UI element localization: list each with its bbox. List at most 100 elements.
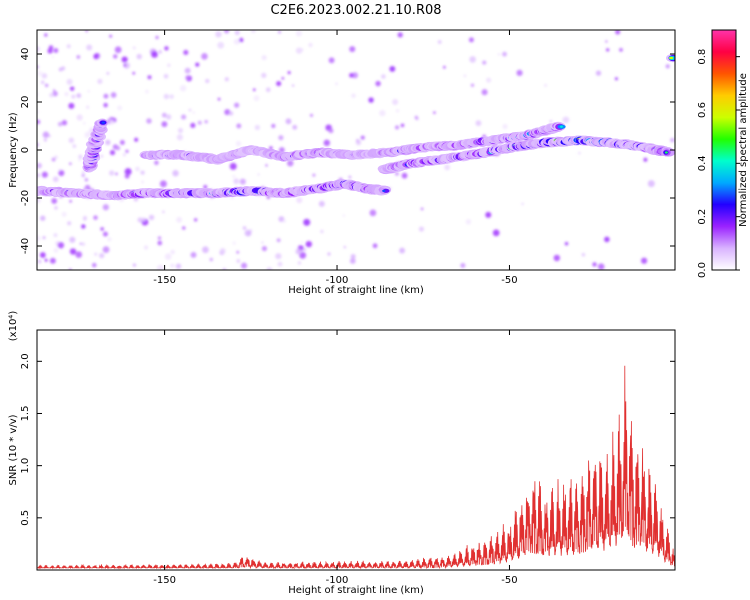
- heatmap-cell: [53, 89, 56, 92]
- heatmap-cell: [76, 93, 82, 98]
- heatmap-cell: [109, 34, 113, 38]
- heatmap-cell: [482, 60, 487, 65]
- heatmap-cell: [37, 119, 41, 125]
- heatmap-cell: [51, 157, 56, 162]
- heatmap-cell: [595, 70, 602, 76]
- spectrogram-x-label: Height of straight line (km): [288, 285, 424, 296]
- heatmap-cell: [58, 168, 61, 171]
- heatmap-cell: [49, 92, 54, 98]
- snr-panel: -150 -100 -50 0.5 1.0 1.5 2.0 Height of straig…: [8, 311, 676, 596]
- heatmap-cell: [647, 180, 655, 188]
- heatmap-cell: [42, 131, 50, 138]
- heatmap-ridges: [37, 53, 675, 201]
- heatmap-cell: [146, 118, 152, 124]
- heatmap-cell: [154, 160, 159, 166]
- y-tick-label: 0: [20, 147, 31, 153]
- heatmap-cell: [163, 73, 169, 79]
- heatmap-cell: [94, 252, 98, 256]
- heatmap-cell: [192, 111, 195, 114]
- heatmap-cell: [581, 253, 586, 257]
- heatmap-cell: [181, 226, 186, 230]
- x-tick-label: -100: [326, 575, 349, 586]
- heatmap-cell: [87, 90, 90, 93]
- heatmap-cell: [215, 31, 222, 38]
- heatmap-cell: [163, 93, 170, 100]
- heatmap-cell: [516, 69, 523, 76]
- heatmap-cell: [502, 51, 507, 57]
- y-tick-label: 40: [20, 48, 31, 61]
- x-tick-label: -150: [153, 575, 176, 586]
- heatmap-cell: [668, 56, 674, 60]
- heatmap-cell: [235, 140, 242, 147]
- heatmap-cell: [177, 127, 184, 134]
- heatmap-cell: [145, 89, 149, 94]
- heatmap-cell: [444, 164, 451, 171]
- heatmap-cell: [201, 53, 208, 60]
- heatmap-cell: [175, 263, 182, 269]
- heatmap-cell: [102, 246, 110, 254]
- heatmap-cells: [37, 30, 675, 270]
- heatmap-cell: [164, 253, 172, 260]
- heatmap-cell: [234, 102, 240, 108]
- heatmap-cell: [492, 229, 500, 237]
- heatmap-cell: [443, 65, 446, 69]
- heatmap-cell: [232, 241, 236, 245]
- heatmap-cell: [549, 120, 553, 123]
- y-tick-label: 1.5: [20, 406, 31, 422]
- heatmap-cell: [37, 46, 40, 52]
- heatmap-cell: [78, 158, 82, 162]
- heatmap-cell: [305, 240, 312, 248]
- y-tick-label: -40: [20, 238, 31, 254]
- heatmap-cell: [229, 162, 237, 170]
- heatmap-cell: [161, 112, 167, 118]
- snr-ticks: -150 -100 -50 0.5 1.0 1.5 2.0: [20, 330, 675, 586]
- heatmap-cell: [614, 77, 618, 81]
- spectrogram-ticks: -150 -100 -50 -40 -20 0 20 40: [20, 30, 675, 286]
- heatmap-cell: [312, 173, 316, 177]
- heatmap-cell: [159, 180, 167, 188]
- heatmap-cell: [40, 215, 46, 221]
- heatmap-cell: [64, 92, 69, 97]
- heatmap-cell: [217, 41, 225, 49]
- heatmap-cell: [85, 30, 89, 33]
- heatmap-cell: [69, 162, 72, 166]
- heatmap-cell: [101, 121, 105, 124]
- heatmap-cell: [254, 124, 260, 131]
- heatmap-cell: [395, 109, 400, 113]
- heatmap-cell: [68, 102, 75, 109]
- y-tick-label: 20: [20, 96, 31, 109]
- heatmap-cell: [190, 252, 197, 258]
- colorbar: 0.0 0.2 0.4 0.6 0.8 Normalized spectral ampl…: [697, 29, 749, 278]
- heatmap-cell: [109, 119, 115, 125]
- heatmap-cell: [257, 173, 260, 176]
- heatmap-cell: [470, 83, 475, 87]
- colorbar-tick-label: 0.6: [697, 102, 708, 118]
- heatmap-cell: [141, 217, 146, 222]
- heatmap-cell: [209, 257, 213, 262]
- heatmap-cell: [224, 109, 231, 116]
- heatmap-cell: [83, 122, 86, 125]
- heatmap-cell: [401, 172, 408, 179]
- x-tick-label: -50: [501, 275, 517, 286]
- heatmap-cell: [261, 55, 267, 61]
- heatmap-cell: [81, 173, 85, 177]
- heatmap-cell: [75, 251, 82, 258]
- heatmap-cell: [327, 252, 331, 256]
- heatmap-cell: [308, 42, 313, 48]
- heatmap-cell: [323, 139, 331, 147]
- heatmap-cell: [123, 63, 127, 67]
- heatmap-cell: [58, 170, 65, 177]
- heatmap-cell: [151, 51, 158, 58]
- heatmap-cell: [228, 111, 234, 116]
- heatmap-cell: [71, 94, 76, 99]
- heatmap-cell: [349, 258, 356, 264]
- heatmap-cell: [91, 262, 97, 268]
- heatmap-cell: [93, 53, 99, 60]
- heatmap-cell: [605, 40, 608, 43]
- heatmap-cell: [399, 247, 406, 254]
- heatmap-cell: [44, 83, 49, 88]
- heatmap-cell: [497, 53, 501, 56]
- heatmap-cell: [81, 224, 86, 229]
- heatmap-cell: [640, 257, 648, 264]
- heatmap-cell: [295, 248, 302, 255]
